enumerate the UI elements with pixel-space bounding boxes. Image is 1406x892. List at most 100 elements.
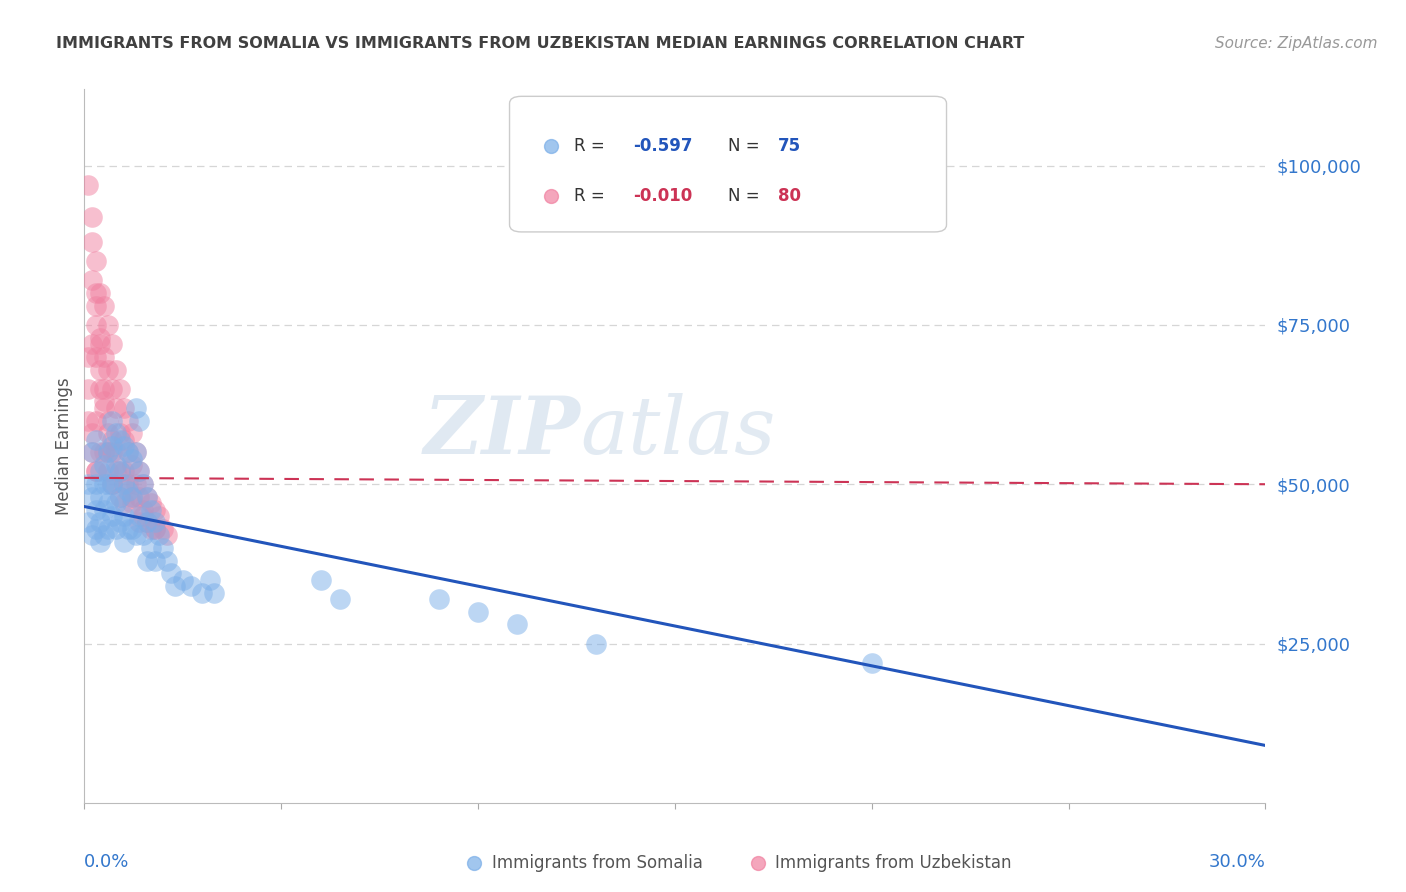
Point (101, 413, 124, 427)
Point (112, 496, 135, 510)
Point (93, 382, 115, 396)
Point (97, 465, 120, 479)
Point (136, 516, 159, 530)
Text: Immigrants from Uzbekistan: Immigrants from Uzbekistan (775, 855, 1012, 872)
Point (101, 509, 124, 524)
Point (84, 477, 107, 491)
Text: R =: R = (575, 187, 610, 205)
Point (143, 516, 166, 530)
Point (97, 426, 120, 441)
Point (82, 490, 104, 504)
Text: Immigrants from Somalia: Immigrants from Somalia (492, 855, 703, 872)
Point (112, 401, 135, 415)
Point (82, 235, 104, 249)
Point (77, 350, 100, 364)
Point (112, 534, 135, 549)
FancyBboxPatch shape (509, 96, 946, 232)
Point (141, 541, 163, 555)
Point (89, 516, 111, 530)
Point (112, 477, 135, 491)
Point (89, 286, 111, 301)
Point (143, 522, 166, 536)
Point (104, 401, 127, 415)
Point (82, 445, 104, 459)
Point (93, 401, 115, 415)
Point (124, 445, 146, 459)
Point (97, 496, 120, 510)
Point (156, 554, 179, 568)
Point (101, 445, 124, 459)
Point (329, 591, 352, 606)
Point (101, 477, 124, 491)
Point (84, 522, 107, 536)
Point (84, 286, 107, 301)
Point (148, 528, 170, 542)
Point (101, 382, 124, 396)
Point (121, 451, 143, 466)
Point (97, 445, 120, 459)
Point (97, 477, 120, 491)
Point (93, 350, 115, 364)
Point (84, 465, 107, 479)
Point (108, 516, 131, 530)
Point (93, 502, 115, 516)
Point (89, 534, 111, 549)
Point (101, 477, 124, 491)
Point (117, 522, 139, 536)
Point (172, 573, 194, 587)
Point (141, 502, 163, 516)
Point (121, 458, 143, 472)
Point (136, 554, 159, 568)
Text: N =: N = (728, 187, 765, 205)
Point (132, 477, 155, 491)
Point (124, 528, 146, 542)
Point (117, 413, 139, 427)
Point (104, 445, 127, 459)
Text: 80: 80 (778, 187, 800, 205)
Point (117, 483, 139, 498)
Point (89, 445, 111, 459)
Point (112, 439, 135, 453)
Point (121, 522, 143, 536)
Point (104, 522, 127, 536)
Point (128, 516, 150, 530)
Point (132, 528, 155, 542)
Point (121, 426, 143, 441)
Point (143, 502, 166, 516)
Point (93, 445, 115, 459)
Text: atlas: atlas (581, 393, 776, 470)
Text: 75: 75 (778, 137, 801, 155)
Point (202, 585, 225, 599)
Point (160, 566, 183, 581)
Point (84, 465, 107, 479)
Point (82, 210, 104, 224)
Point (93, 528, 115, 542)
Point (132, 502, 155, 516)
Point (117, 445, 139, 459)
Text: -0.597: -0.597 (634, 137, 693, 155)
Point (84, 299, 107, 313)
Point (101, 433, 124, 447)
Text: ZIP: ZIP (423, 393, 581, 470)
Point (82, 528, 104, 542)
Point (89, 362, 111, 376)
Text: IMMIGRANTS FROM SOMALIA VS IMMIGRANTS FROM UZBEKISTAN MEDIAN EARNINGS CORRELATIO: IMMIGRANTS FROM SOMALIA VS IMMIGRANTS FR… (56, 36, 1025, 51)
Point (141, 496, 163, 510)
Point (152, 541, 174, 555)
Point (136, 490, 159, 504)
Point (141, 522, 163, 536)
Point (82, 337, 104, 351)
Point (77, 178, 100, 192)
Point (97, 318, 120, 332)
Point (97, 522, 120, 536)
Point (104, 496, 127, 510)
Text: 0.0%: 0.0% (84, 853, 129, 871)
Text: R =: R = (575, 137, 610, 155)
Point (89, 337, 111, 351)
Point (108, 490, 131, 504)
Point (89, 465, 111, 479)
Point (93, 394, 115, 409)
Point (101, 337, 124, 351)
Point (117, 477, 139, 491)
Point (108, 382, 131, 396)
